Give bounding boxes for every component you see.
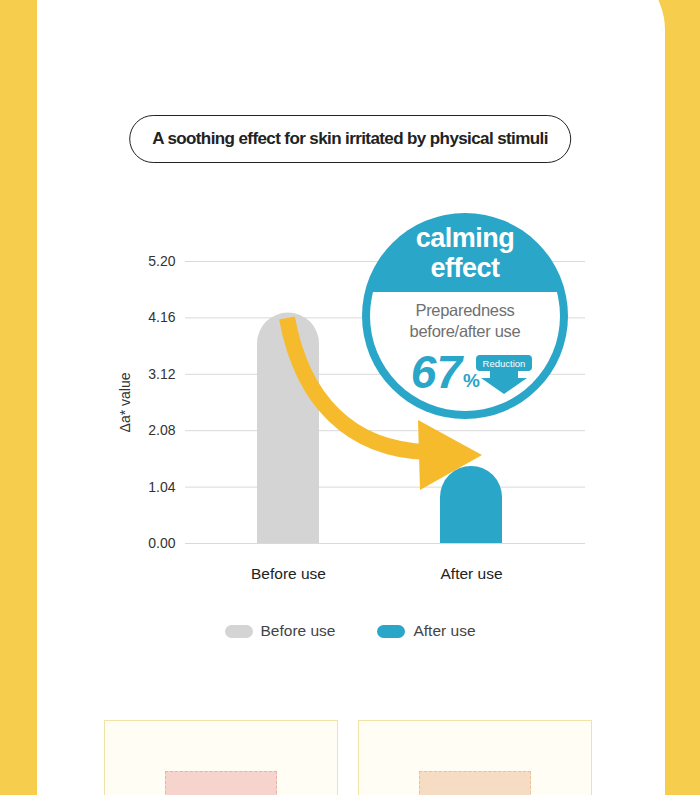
svg-text:Δa* value: Δa* value <box>117 372 133 432</box>
svg-text:Preparedness: Preparedness <box>415 301 514 319</box>
html-text:A soothing effect for skin irr: A soothing effect for skin irritated by … <box>152 129 548 148</box>
html-text:Before use: Before use <box>260 622 336 639</box>
svg-text:%: % <box>463 370 480 391</box>
svg-text:After use: After use <box>440 565 502 582</box>
svg-text:effect: effect <box>430 253 500 283</box>
svg-text:0.00: 0.00 <box>148 535 175 551</box>
svg-text:4.16: 4.16 <box>148 309 175 325</box>
svg-text:before/after use: before/after use <box>410 322 521 340</box>
svg-text:3.12: 3.12 <box>148 366 175 382</box>
svg-text:Before use: Before use <box>251 565 326 582</box>
svg-text:calming: calming <box>416 223 515 253</box>
svg-text:Reduction: Reduction <box>483 358 526 369</box>
svg-text:1.04: 1.04 <box>148 479 175 495</box>
svg-text:67: 67 <box>411 346 465 398</box>
html-text:After use: After use <box>413 622 476 639</box>
svg-text:5.20: 5.20 <box>148 253 175 269</box>
svg-text:2.08: 2.08 <box>148 422 175 438</box>
